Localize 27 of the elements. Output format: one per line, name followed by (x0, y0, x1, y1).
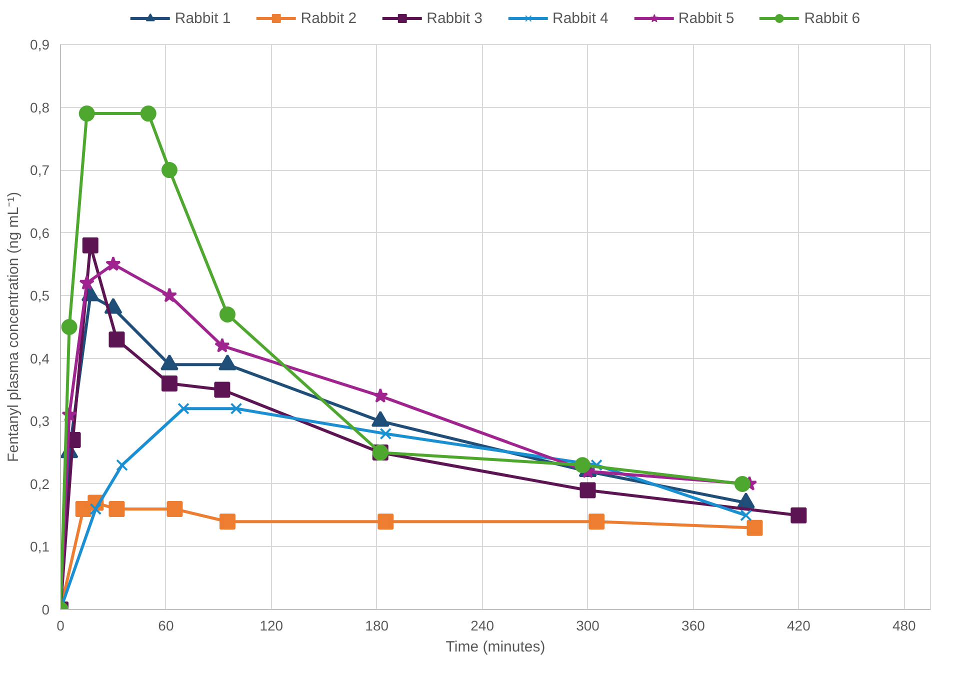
legend-label: Rabbit 5 (678, 10, 734, 26)
x-tick-label: 360 (682, 618, 706, 634)
y-tick-label: 0 (42, 602, 50, 618)
x-tick-label: 240 (470, 618, 494, 634)
legend-label: Rabbit 3 (426, 10, 482, 26)
x-tick-label: 60 (158, 618, 174, 634)
x-tick-label: 0 (56, 618, 65, 634)
legend-label: Rabbit 2 (300, 10, 357, 26)
x-axis-title: Time (minutes) (446, 638, 546, 656)
y-tick-label: 0,3 (30, 413, 50, 430)
y-tick-label: 0,1 (30, 538, 50, 555)
y-tick-label: 0,6 (30, 224, 50, 241)
y-tick-label: 0,4 (30, 350, 50, 366)
legend-label: Rabbit 6 (804, 10, 860, 26)
y-tick-label: 0,5 (30, 288, 50, 304)
y-axis-title: Fentanyl plasma concentration (ng mL⁻¹) (5, 192, 22, 462)
x-tick-label: 120 (260, 618, 284, 634)
x-tick-label: 180 (365, 618, 389, 634)
y-tick-label: 0,2 (30, 476, 50, 492)
x-tick-label: 420 (787, 618, 811, 634)
x-tick-label: 300 (576, 618, 600, 634)
legend-label: Rabbit 4 (552, 10, 608, 26)
y-tick-label: 0,8 (30, 99, 50, 116)
y-tick-label: 0,7 (30, 162, 50, 178)
legend-label: Rabbit 1 (174, 10, 231, 26)
x-tick-label: 480 (892, 618, 916, 634)
y-tick-label: 0,9 (30, 36, 50, 52)
